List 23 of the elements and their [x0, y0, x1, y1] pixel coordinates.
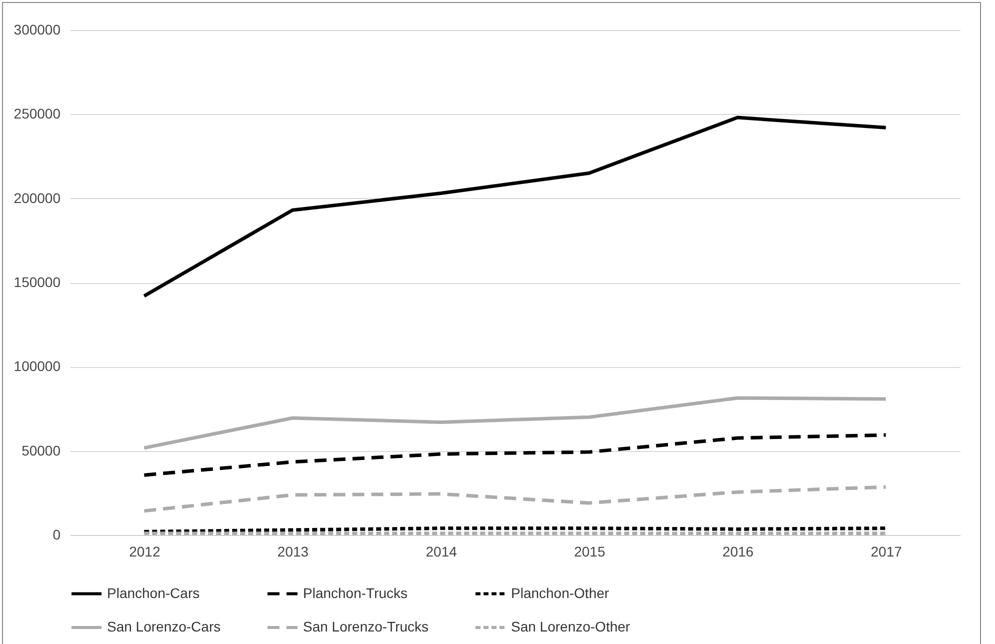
legend-label: San Lorenzo-Other	[511, 618, 630, 634]
y-tick-label: 50000	[22, 442, 61, 458]
x-tick-label: 2013	[277, 544, 309, 560]
x-tick-label: 2017	[870, 544, 902, 560]
line-series	[142, 396, 888, 450]
legend-label: Planchon-Cars	[107, 584, 200, 601]
line-series	[142, 116, 888, 298]
line-series	[142, 433, 888, 477]
legend-label: Planchon-Other	[511, 584, 610, 601]
y-tick-label: 250000	[14, 106, 61, 122]
line-series	[142, 485, 888, 513]
y-tick-label: 150000	[14, 274, 61, 290]
y-tick-label: 100000	[14, 358, 61, 374]
legend-label: Planchon-Trucks	[303, 584, 408, 601]
y-tick-label: 200000	[14, 190, 61, 206]
legend-label: San Lorenzo-Cars	[107, 618, 221, 634]
y-tick-label: 300000	[14, 22, 61, 38]
legend-label: San Lorenzo-Trucks	[303, 618, 429, 634]
x-tick-label: 2014	[426, 544, 458, 560]
x-tick-label: 2015	[574, 544, 606, 560]
x-tick-label: 2012	[129, 544, 160, 560]
x-tick-label: 2016	[722, 544, 754, 560]
y-tick-label: 0	[52, 526, 61, 542]
